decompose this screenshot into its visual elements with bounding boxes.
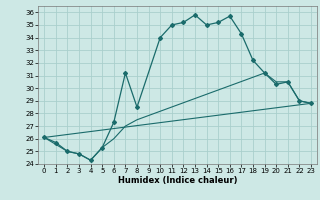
X-axis label: Humidex (Indice chaleur): Humidex (Indice chaleur) [118,176,237,185]
